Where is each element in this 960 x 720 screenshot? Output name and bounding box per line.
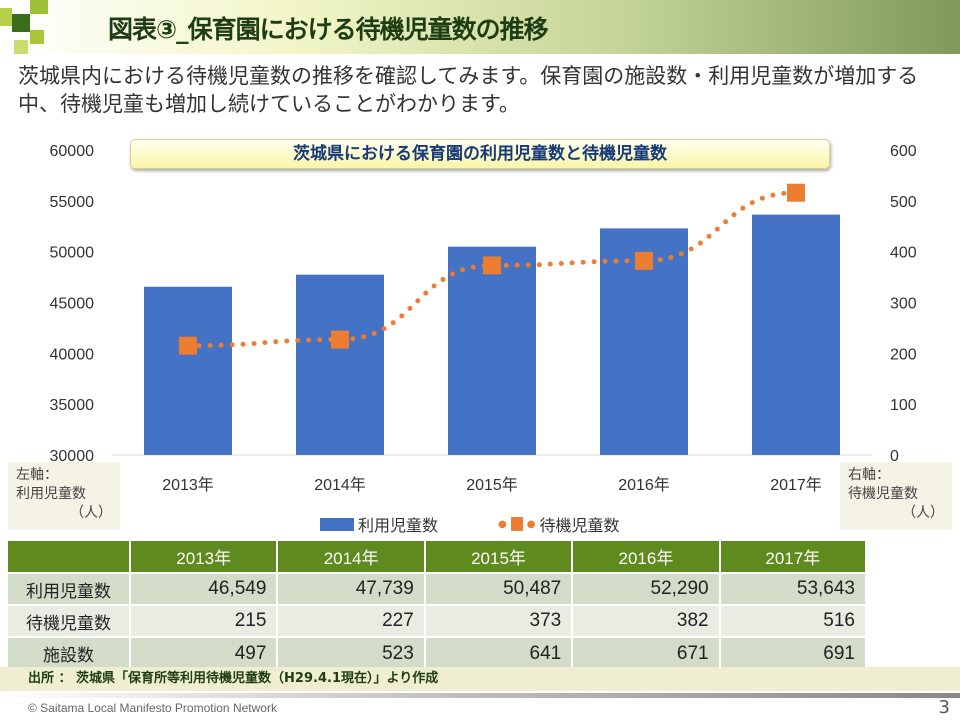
right-axis-label: 右軸： 待機児童数 （人） [840, 462, 952, 530]
footer-divider [0, 693, 960, 698]
axis-label-line: （人） [70, 505, 112, 521]
logo-square [12, 14, 30, 32]
axis-label-line: （人） [902, 505, 944, 521]
row-label: 利用児童数 [8, 572, 130, 605]
table-cell: 47,739 [276, 572, 425, 605]
table-cell: 46,549 [128, 572, 278, 605]
right-tick-label: 100 [890, 397, 917, 414]
logo-square [30, 30, 44, 44]
legend-item-line: ● ● 待機児童数 [498, 512, 619, 536]
table-cell: 50,487 [423, 572, 573, 605]
table-row: 利用児童数 46,549 47,739 50,487 52,290 53,643 [8, 572, 865, 605]
table-cell: 382 [571, 604, 720, 637]
bar [296, 274, 384, 455]
table-header: 2016年 [571, 541, 720, 573]
table-cell: 641 [423, 636, 573, 669]
table-header: 2015年 [423, 541, 573, 573]
x-tick-label: 2014年 [314, 476, 366, 494]
line-marker [483, 256, 501, 275]
legend-label: 待機児童数 [539, 516, 620, 535]
table-cell: 497 [128, 636, 278, 669]
bar [752, 214, 840, 455]
legend-label: 利用児童数 [358, 516, 439, 535]
right-tick-label: 0 [890, 448, 899, 465]
x-tick-label: 2015年 [466, 476, 518, 494]
intro-text: 茨城県内における待機児童数の推移を確認してみます。保育園の施設数・利用児童数が増… [18, 64, 919, 116]
left-axis-label: 左軸： 利用児童数 （人） [8, 462, 120, 530]
table-cell: 52,290 [571, 572, 720, 605]
page-title: 図表③_保育園における待機児童数の推移 [108, 15, 549, 44]
waiting-children-line [185, 190, 799, 349]
bar [144, 286, 232, 455]
row-label: 施設数 [8, 636, 130, 669]
axis-label-line: 待機児童数 [848, 486, 918, 502]
table-cell: 671 [571, 636, 720, 669]
chart-title: 茨城県における保育園の利用児童数と待機児童数 [130, 139, 830, 169]
chart-legend: 利用児童数 ● ● 待機児童数 [320, 512, 620, 536]
axis-label-line: 右軸： [848, 467, 890, 483]
table-row: 待機児童数 215 227 373 382 516 [8, 604, 865, 637]
line-marker [787, 183, 805, 202]
table-header: 2013年 [128, 541, 278, 573]
table-header-row: 2013年 2014年 2015年 2016年 2017年 [8, 541, 865, 573]
line-marker [331, 330, 349, 349]
axis-label-line: 左軸： [16, 467, 58, 483]
right-tick-label: 500 [890, 194, 917, 211]
left-tick-label: 30000 [50, 448, 95, 465]
table-header: 2017年 [718, 541, 865, 573]
row-label: 待機児童数 [8, 604, 130, 637]
left-tick-label: 60000 [50, 143, 95, 160]
left-tick-label: 35000 [50, 397, 95, 414]
left-tick-label: 55000 [50, 194, 95, 211]
logo-square [30, 0, 48, 14]
page-number: 3 [938, 697, 950, 718]
table-header: 2014年 [276, 541, 425, 573]
header-bar: 図表③_保育園における待機児童数の推移 [0, 0, 960, 54]
axis-label-line: 利用児童数 [16, 486, 86, 502]
x-tick-label: 2017年 [770, 476, 822, 494]
logo-square [0, 8, 12, 26]
combo-chart: 60000 55000 50000 45000 40000 35000 30000 600 50… [50, 143, 917, 494]
table-cell: 215 [128, 604, 278, 637]
table-cell: 516 [718, 604, 865, 637]
right-tick-label: 600 [890, 143, 917, 160]
right-tick-label: 200 [890, 346, 917, 363]
table-header [8, 541, 130, 573]
square-marker-icon [510, 517, 523, 531]
table-cell: 691 [718, 636, 865, 669]
bar-swatch-icon [320, 517, 354, 531]
right-tick-label: 300 [890, 296, 917, 313]
x-tick-label: 2016年 [618, 476, 670, 494]
source-note: 出所 ： 茨城県「保育所等利用待機児童数（H29.4.1現在）」より作成 [0, 667, 960, 691]
table-cell: 523 [276, 636, 425, 669]
legend-item-bar: 利用児童数 [320, 512, 438, 536]
table-row: 施設数 497 523 641 671 691 [8, 636, 865, 669]
table-cell: 373 [423, 604, 573, 637]
left-tick-label: 45000 [50, 296, 95, 313]
data-table: 2013年 2014年 2015年 2016年 2017年 利用児童数 46,5… [8, 541, 865, 669]
left-tick-label: 40000 [50, 346, 95, 363]
table-cell: 53,643 [718, 572, 865, 605]
logo-square [14, 40, 28, 54]
right-tick-label: 400 [890, 245, 917, 262]
line-marker [635, 251, 653, 270]
bar [448, 246, 536, 455]
x-tick-label: 2013年 [162, 476, 214, 494]
left-tick-label: 50000 [50, 245, 95, 262]
line-marker [179, 336, 197, 355]
copyright: © Saitama Local Manifesto Promotion Netw… [28, 701, 277, 715]
table-cell: 227 [276, 604, 425, 637]
